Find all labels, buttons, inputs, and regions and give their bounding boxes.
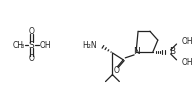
Text: B: B <box>169 47 175 56</box>
Text: OH: OH <box>182 58 193 67</box>
Text: OH: OH <box>40 41 51 49</box>
Text: 3: 3 <box>20 44 24 49</box>
Text: N: N <box>133 47 139 56</box>
Text: O: O <box>29 27 35 36</box>
Text: H₂N: H₂N <box>82 41 97 49</box>
Text: CH: CH <box>12 41 23 49</box>
Text: O: O <box>113 66 119 75</box>
Text: O: O <box>29 54 35 63</box>
Text: S: S <box>29 41 35 49</box>
Text: OH: OH <box>182 37 193 46</box>
